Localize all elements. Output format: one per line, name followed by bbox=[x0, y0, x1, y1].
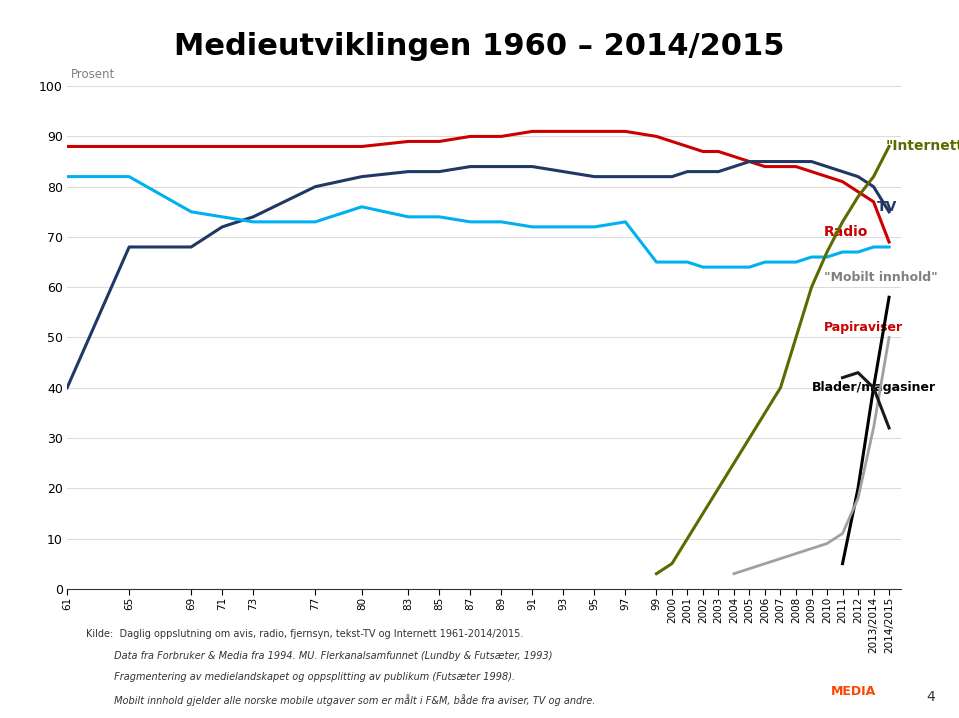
Text: Fragmentering av medielandskapet og oppsplitting av publikum (Futsæter 1998).: Fragmentering av medielandskapet og opps… bbox=[86, 672, 515, 682]
Text: KANTAR: KANTAR bbox=[826, 661, 881, 674]
Text: Papiraviser: Papiraviser bbox=[824, 321, 903, 334]
Text: "Mobilt innhold": "Mobilt innhold" bbox=[824, 271, 938, 284]
Text: Radio: Radio bbox=[824, 225, 868, 239]
Text: MEDIA: MEDIA bbox=[830, 684, 877, 698]
Text: Kilde:  Daglig oppslutning om avis, radio, fjernsyn, tekst-TV og Internett 1961-: Kilde: Daglig oppslutning om avis, radio… bbox=[86, 629, 524, 639]
Text: TNS: TNS bbox=[18, 666, 68, 686]
Text: "Internett": "Internett" bbox=[886, 139, 959, 154]
Text: Blader/magasiner: Blader/magasiner bbox=[811, 381, 936, 394]
Text: TV: TV bbox=[877, 200, 897, 214]
Text: Medieutviklingen 1960 – 2014/2015: Medieutviklingen 1960 – 2014/2015 bbox=[175, 32, 784, 61]
Text: Data fra Forbruker & Media fra 1994. MU. Flerkanalsamfunnet (Lundby & Futsæter, : Data fra Forbruker & Media fra 1994. MU.… bbox=[86, 651, 552, 661]
Text: Mobilt innhold gjelder alle norske mobile utgaver som er målt i F&M, både fra av: Mobilt innhold gjelder alle norske mobil… bbox=[86, 694, 596, 706]
Text: 4: 4 bbox=[926, 690, 935, 704]
Text: Prosent: Prosent bbox=[71, 68, 115, 81]
